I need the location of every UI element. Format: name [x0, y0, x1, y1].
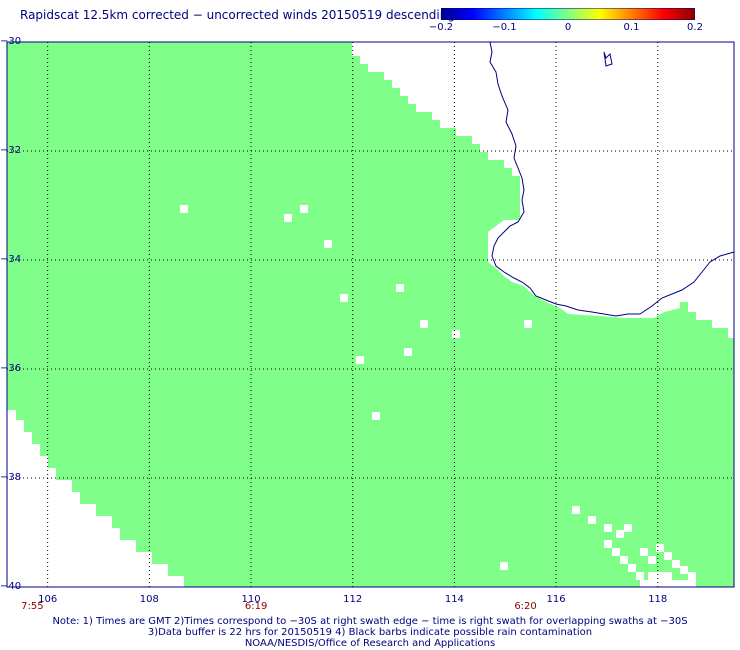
latitude-label: −38	[0, 472, 22, 483]
latitude-label: −30	[0, 36, 22, 47]
missing-data-cell	[616, 530, 624, 538]
latitude-label: −36	[0, 363, 22, 374]
latitude-label: −32	[0, 145, 22, 156]
swath-time-label: 7:55	[21, 601, 44, 612]
swath-time-label: 6:20	[514, 601, 537, 612]
missing-data-cell	[640, 548, 648, 556]
missing-data-cell	[688, 572, 696, 580]
missing-data-cell	[180, 205, 188, 213]
missing-data-cell	[644, 580, 652, 588]
missing-data-cell	[420, 320, 428, 328]
colorbar-tick-label: 0.1	[623, 22, 640, 33]
colorbar-tick-label: −0.2	[428, 22, 454, 33]
missing-data-cell	[672, 560, 680, 568]
longitude-label: 112	[343, 594, 363, 605]
longitude-label: 116	[546, 594, 566, 605]
missing-data-cell	[588, 516, 596, 524]
colorbar-tick-label: 0	[564, 22, 572, 33]
missing-data-cell	[324, 240, 332, 248]
missing-data-cell	[300, 205, 308, 213]
missing-data-cell	[572, 506, 580, 514]
note-line-2: 3)Data buffer is 22 hrs for 20150519 4) …	[147, 627, 593, 638]
swath-time-label: 6:19	[244, 601, 268, 612]
coastline	[489, 41, 735, 317]
missing-data-cell	[612, 548, 620, 556]
latitude-label: −34	[0, 254, 22, 265]
missing-data-cell	[620, 556, 628, 564]
longitude-label: 118	[648, 594, 668, 605]
missing-data-cell	[624, 524, 632, 532]
latitude-label: −40	[0, 581, 22, 592]
missing-data-cell	[680, 566, 688, 574]
missing-data-cell	[524, 320, 532, 328]
longitude-label: 108	[139, 594, 159, 605]
longitude-label: 110	[241, 594, 261, 605]
missing-data-cell	[500, 562, 508, 570]
map-title: Rapidscat 12.5km corrected − uncorrected…	[20, 8, 455, 22]
swath-area	[7, 42, 734, 587]
note-line-3: NOAA/NESDIS/Office of Research and Appli…	[244, 638, 496, 649]
colorbar-tick-label: 0.2	[687, 22, 703, 33]
swath-gaps	[180, 205, 696, 588]
missing-data-cell	[636, 572, 644, 580]
missing-data-cell	[452, 330, 460, 338]
graticule	[7, 42, 734, 587]
missing-data-cell	[356, 356, 364, 364]
map-frame	[6, 41, 735, 588]
missing-data-cell	[628, 564, 636, 572]
missing-data-cell	[604, 540, 612, 548]
missing-data-cell	[656, 544, 664, 552]
inland-lake	[603, 51, 613, 67]
coastline-path	[489, 41, 735, 317]
missing-data-cell	[284, 214, 292, 222]
missing-data-cell	[648, 556, 656, 564]
colorbar	[441, 8, 695, 20]
missing-data-cell	[664, 552, 672, 560]
missing-data-cell	[604, 524, 612, 532]
longitude-label: 106	[38, 594, 58, 605]
note-line-1: Note: 1) Times are GMT 2)Times correspon…	[52, 616, 688, 627]
missing-data-cell	[396, 284, 404, 292]
colorbar-tick-label: −0.1	[492, 22, 517, 33]
missing-data-cell	[372, 412, 380, 420]
missing-data-cell	[404, 348, 412, 356]
missing-data-cell	[340, 294, 348, 302]
longitude-label: 114	[444, 594, 464, 605]
swath-polygon	[7, 42, 734, 587]
